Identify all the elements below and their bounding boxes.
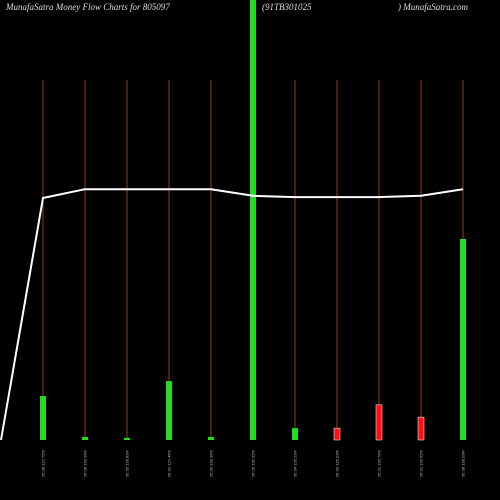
chart-title: MunafaSatra Money Flow Charts for 805097 [5, 2, 170, 12]
bar [40, 396, 46, 440]
money-flow-line [0, 188, 464, 441]
bar [250, 0, 256, 440]
chart-subtitle: (91TB301025 [262, 2, 312, 12]
x-tick-label: 05.05 135.32% [251, 450, 256, 477]
site-name: ) MunafaSatra.com [397, 2, 468, 12]
bar [417, 416, 425, 441]
x-tick-label: 05.02 136.76% [377, 450, 382, 477]
bar [292, 428, 298, 440]
x-tick-label: 05.08 122.75% [41, 450, 46, 477]
bar [333, 427, 341, 441]
bar [166, 381, 172, 440]
bar [460, 238, 466, 440]
x-tick-label: 05.06 136.36% [83, 450, 88, 477]
bar [82, 436, 88, 440]
bar [208, 436, 214, 440]
bar [375, 404, 383, 441]
x-tick-label: 05.01 136.62% [419, 450, 424, 477]
x-tick-label: 05.05 136.83% [125, 450, 130, 477]
x-tick-label: 05.04 135.23% [293, 450, 298, 477]
x-tick-label: 05.02 129.45% [167, 450, 172, 477]
x-tick-label: 05.06 136.36% [209, 450, 214, 477]
x-tick-label: 05.03 135.23% [335, 450, 340, 477]
bar [124, 437, 130, 440]
x-tick-label: 05.08 138.00% [461, 450, 466, 477]
